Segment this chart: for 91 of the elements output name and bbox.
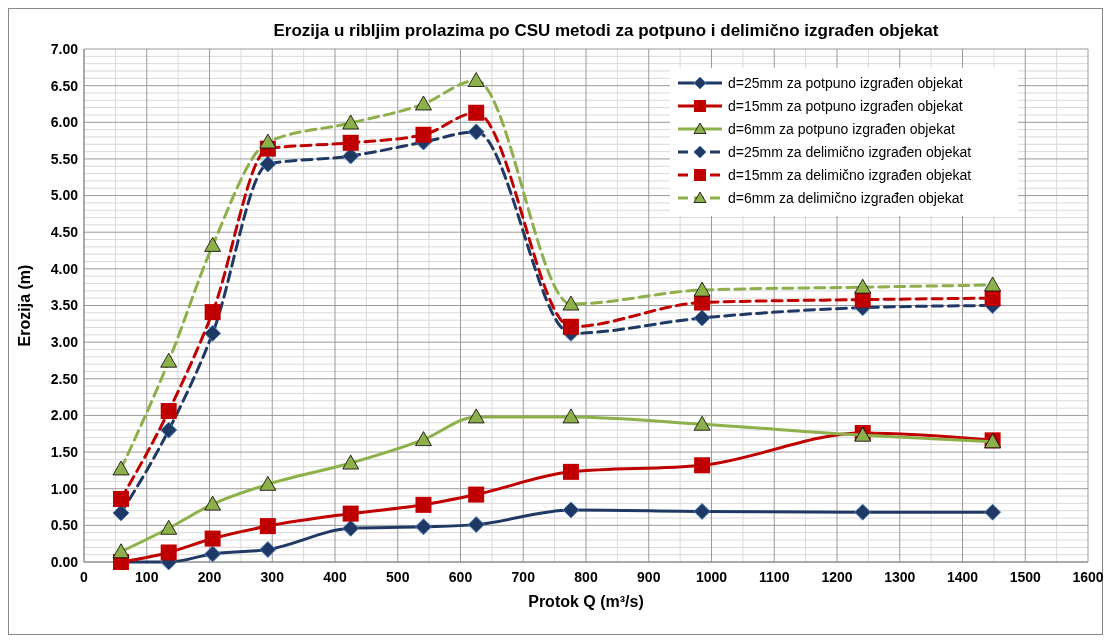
- x-tick-label: 100: [135, 569, 159, 585]
- y-tick-label: 7.00: [50, 40, 79, 57]
- point: [468, 104, 485, 121]
- legend-label: d=6mm za delimično izgrađen objekat: [728, 189, 964, 206]
- y-tick-label: 2.00: [50, 407, 79, 424]
- point: [562, 463, 579, 480]
- point: [415, 126, 432, 143]
- x-tick-label: 1500: [1009, 569, 1042, 585]
- y-axis-title: Erozija (m): [16, 264, 33, 347]
- point: [259, 133, 277, 149]
- y-tick-label: 0.50: [50, 517, 79, 534]
- point: [160, 421, 178, 439]
- point: [259, 518, 276, 535]
- y-tick-label: 3.50: [50, 297, 79, 314]
- point: [693, 281, 711, 297]
- point: [204, 545, 222, 563]
- y-tick-label: 5.50: [50, 150, 79, 167]
- y-tick-label: 2.50: [50, 370, 79, 387]
- x-tick-label: 1600: [1072, 569, 1104, 585]
- point: [414, 518, 432, 536]
- y-tick-label: 6.00: [50, 114, 79, 131]
- point: [204, 324, 222, 342]
- x-tick-label: 1300: [884, 569, 916, 585]
- point: [342, 134, 359, 151]
- x-tick-label: 1100: [759, 569, 790, 585]
- y-tick-label: 6.50: [50, 77, 79, 94]
- y-tick-label: 3.00: [50, 334, 79, 351]
- point: [467, 516, 485, 534]
- point: [467, 123, 485, 141]
- point: [204, 495, 222, 511]
- point: [467, 408, 485, 424]
- legend-label: d=6mm za potpuno izgrađen objekat: [728, 120, 955, 137]
- point: [204, 304, 221, 321]
- point: [259, 155, 277, 173]
- point: [342, 114, 360, 130]
- point: [415, 95, 432, 111]
- x-tick-label: 1400: [946, 569, 979, 585]
- point: [854, 503, 872, 521]
- point: [112, 543, 130, 559]
- point: [415, 431, 432, 447]
- point: [342, 505, 359, 522]
- point: [160, 544, 177, 561]
- point: [259, 541, 277, 559]
- point: [467, 72, 485, 87]
- x-tick-label: 200: [197, 569, 222, 585]
- point: [693, 309, 711, 327]
- x-tick-label: 0: [80, 569, 89, 585]
- point: [112, 460, 130, 476]
- x-tick-label: 1000: [695, 569, 728, 585]
- point: [984, 503, 1002, 521]
- point: [693, 415, 711, 431]
- x-tick-label: 900: [637, 569, 661, 585]
- point: [160, 352, 178, 368]
- legend-label: d=25mm za delimično izgrađen objekat: [728, 143, 972, 160]
- point: [694, 457, 711, 474]
- point: [693, 502, 711, 520]
- legend-label: d=25mm za potpuno izgrađen objekat: [728, 74, 963, 91]
- x-tick-label: 800: [574, 569, 598, 585]
- point: [562, 318, 579, 335]
- point: [259, 475, 277, 491]
- x-tick-label: 600: [448, 569, 473, 585]
- legend-label: d=15mm za delimično izgrađen objekat: [728, 166, 972, 183]
- point: [112, 504, 130, 522]
- point: [854, 278, 872, 294]
- point: [468, 486, 485, 503]
- point: [160, 403, 177, 420]
- point: [562, 295, 580, 311]
- x-axis-title: Protok Q (m³/s): [528, 593, 644, 610]
- point: [415, 496, 432, 513]
- y-tick-label: 1.00: [50, 480, 79, 497]
- point: [562, 501, 580, 519]
- point: [204, 237, 222, 252]
- point: [160, 519, 178, 535]
- y-tick-label: 5.00: [50, 187, 79, 204]
- x-tick-label: 700: [511, 569, 536, 585]
- point: [342, 519, 360, 537]
- y-tick-label: 1.50: [50, 443, 79, 460]
- x-tick-label: 300: [260, 569, 285, 585]
- point: [113, 490, 130, 507]
- y-tick-label: 0.00: [50, 553, 79, 570]
- y-tick-label: 4.00: [50, 260, 79, 277]
- x-tick-label: 1200: [821, 569, 853, 585]
- x-tick-label: 500: [386, 569, 410, 585]
- point: [562, 408, 580, 424]
- point: [984, 276, 1002, 292]
- chart-title: Erozija u ribljim prolazima po CSU metodi za potpuno i delimično izgrađen objekat: [273, 21, 939, 40]
- point: [204, 530, 221, 547]
- point: [342, 454, 360, 470]
- y-tick-label: 4.50: [50, 224, 79, 241]
- x-tick-label: 400: [323, 569, 347, 585]
- legend-label: d=15mm za potpuno izgrađen objekat: [728, 97, 963, 114]
